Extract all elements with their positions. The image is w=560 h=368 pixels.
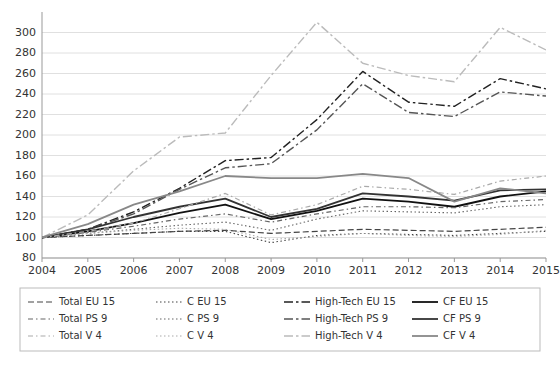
legend-label: CF EU 15 (443, 296, 488, 307)
x-tick-label: 2004 (28, 264, 56, 277)
lines (42, 22, 546, 242)
y-tick-labels: 80 100 120 140 160 180 200 220 240 260 280 300 (15, 26, 36, 265)
series-line (42, 200, 546, 238)
legend-label: High-Tech PS 9 (315, 313, 388, 324)
y-axis-line (42, 12, 43, 258)
series-line (42, 22, 546, 237)
x-tick-label: 2007 (165, 264, 193, 277)
x-tick-label: 2014 (486, 264, 514, 277)
x-tick (42, 258, 43, 262)
x-tick (133, 258, 134, 262)
series-line (42, 174, 546, 238)
series-line (42, 176, 546, 238)
grid-line (42, 135, 546, 136)
series-line (42, 71, 546, 237)
y-tick-label: 120 (15, 210, 36, 223)
x-tick (546, 258, 547, 262)
x-tick-label: 2012 (395, 264, 423, 277)
legend: Total EU 15 C EU 15 High-Tech EU 15 CF EU 1… (20, 288, 540, 351)
legend-swatch (156, 335, 182, 336)
legend-swatch (28, 335, 54, 336)
legend-swatch (28, 301, 54, 302)
x-tick (225, 258, 226, 262)
grid-line (42, 176, 546, 177)
legend-swatch (156, 301, 182, 302)
y-tick-label: 160 (15, 169, 36, 182)
legend-swatch (156, 318, 182, 319)
legend-label: C V 4 (187, 330, 214, 341)
y-tick-label: 240 (15, 87, 36, 100)
x-tick (500, 258, 501, 262)
y-tick-label: 220 (15, 108, 36, 121)
x-tick (316, 258, 317, 262)
y-tick-label: 140 (15, 190, 36, 203)
x-tick (179, 258, 180, 262)
x-tick-label: 2010 (303, 264, 331, 277)
x-tick (271, 258, 272, 262)
x-tick-label: 2006 (120, 264, 148, 277)
legend-label: CF V 4 (443, 330, 475, 341)
series-line (42, 191, 546, 237)
legend-label: High-Tech EU 15 (315, 296, 396, 307)
legend-label: High-Tech V 4 (315, 330, 383, 341)
legend-swatch (412, 318, 438, 320)
grid-line (42, 155, 546, 156)
legend-label: CF PS 9 (443, 313, 481, 324)
legend-box (20, 288, 540, 351)
x-axis-line (42, 258, 546, 259)
x-tick-label: 2013 (440, 264, 468, 277)
grid-line (42, 73, 546, 74)
grid-line (42, 94, 546, 95)
y-tick-label: 200 (15, 128, 36, 141)
x-tick (454, 258, 455, 262)
legend-swatch (412, 335, 438, 337)
legend-swatch (412, 301, 438, 303)
y-tick-label: 260 (15, 67, 36, 80)
x-tick-labels: 2004 2005 2006 2007 2008 2009 2010 2011 2012 2013… (28, 258, 560, 277)
y-tick-label: 100 (15, 231, 36, 244)
grid-line (42, 53, 546, 54)
y-tick-label: 180 (15, 149, 36, 162)
legend-label: Total V 4 (58, 330, 102, 341)
y-tick-label: 280 (15, 46, 36, 59)
y-tick-label: 80 (22, 251, 36, 264)
legend-swatch (284, 318, 310, 319)
grid-line (42, 237, 546, 238)
legend-swatch (28, 318, 54, 319)
legend-label: C PS 9 (187, 313, 219, 324)
series-line (42, 84, 546, 238)
grid-line (42, 258, 546, 259)
x-tick-label: 2008 (211, 264, 239, 277)
x-tick (362, 258, 363, 262)
legend-label: Total PS 9 (58, 313, 107, 324)
y-tick-label: 300 (15, 26, 36, 39)
x-tick (87, 258, 88, 262)
x-tick-label: 2011 (349, 264, 377, 277)
grid-line (42, 114, 546, 115)
x-tick-label: 2005 (74, 264, 102, 277)
chart: 8010012014016018020022024026028030020042… (0, 0, 560, 368)
legend-label: C EU 15 (187, 296, 227, 307)
series-line (42, 231, 546, 242)
legend-label: Total EU 15 (58, 296, 115, 307)
x-tick-label: 2009 (257, 264, 285, 277)
legend-swatch (284, 335, 310, 336)
x-tick-label: 2015 (532, 264, 560, 277)
legend-swatch (284, 301, 310, 302)
y-grid (42, 33, 546, 259)
grid-line (42, 32, 546, 33)
series-line (42, 228, 546, 239)
x-tick (408, 258, 409, 262)
